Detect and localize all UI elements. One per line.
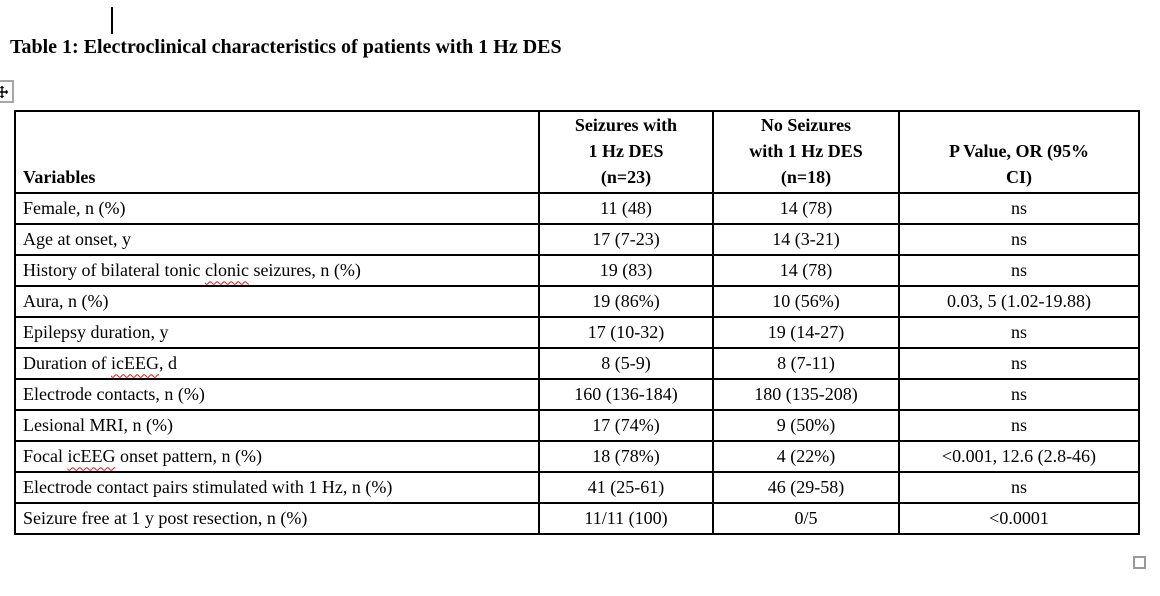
cell-seizures-value[interactable]: 11 (48) — [538, 192, 714, 226]
cell-no-seizures-value[interactable]: 46 (29-58) — [712, 471, 900, 505]
cell-variable[interactable]: Aura, n (%) — [14, 285, 540, 319]
cell-seizures-value[interactable]: 19 (83) — [538, 254, 714, 288]
cell-variable[interactable]: Electrode contact pairs stimulated with … — [14, 471, 540, 505]
header-p-value[interactable]: P Value, OR (95% CI) — [898, 109, 1140, 195]
cell-seizures-value[interactable]: 11/11 (100) — [538, 502, 714, 536]
table-row: Age at onset, y 17 (7-23) 14 (3-21) ns — [14, 223, 1140, 257]
cell-variable[interactable]: Focal icEEG onset pattern, n (%) — [14, 440, 540, 474]
cell-no-seizures-value[interactable]: 14 (78) — [712, 192, 900, 226]
misspelled-word[interactable]: icEEG — [67, 446, 116, 467]
table-row: Female, n (%) 11 (48) 14 (78) ns — [14, 192, 1140, 226]
cell-p-value[interactable]: ns — [898, 378, 1140, 412]
cell-variable[interactable]: Female, n (%) — [14, 192, 540, 226]
table-body: Female, n (%) 11 (48) 14 (78) ns Age at onse… — [14, 192, 1140, 536]
cell-seizures-value[interactable]: 8 (5-9) — [538, 347, 714, 381]
cell-p-value[interactable]: <0.0001 — [898, 502, 1140, 536]
cell-p-value[interactable]: ns — [898, 316, 1140, 350]
cell-p-value[interactable]: ns — [898, 409, 1140, 443]
table-row: Lesional MRI, n (%) 17 (74%) 9 (50%) ns — [14, 409, 1140, 443]
text-cursor — [111, 7, 113, 34]
cell-no-seizures-value[interactable]: 14 (78) — [712, 254, 900, 288]
table-row: Electrode contact pairs stimulated with … — [14, 471, 1140, 505]
cell-p-value[interactable]: ns — [898, 471, 1140, 505]
table-move-handle[interactable] — [0, 80, 14, 103]
cell-seizures-value[interactable]: 17 (74%) — [538, 409, 714, 443]
cell-no-seizures-value[interactable]: 10 (56%) — [712, 285, 900, 319]
cell-no-seizures-value[interactable]: 0/5 — [712, 502, 900, 536]
cell-seizures-value[interactable]: 17 (10-32) — [538, 316, 714, 350]
cell-variable[interactable]: Epilepsy duration, y — [14, 316, 540, 350]
misspelled-word[interactable]: clonic — [204, 260, 249, 281]
cell-variable[interactable]: Seizure free at 1 y post resection, n (%… — [14, 502, 540, 536]
cell-p-value[interactable]: <0.001, 12.6 (2.8-46) — [898, 440, 1140, 474]
table-resize-handle[interactable] — [1133, 556, 1146, 569]
cell-seizures-value[interactable]: 17 (7-23) — [538, 223, 714, 257]
cell-seizures-value[interactable]: 18 (78%) — [538, 440, 714, 474]
cell-no-seizures-value[interactable]: 4 (22%) — [712, 440, 900, 474]
table-row: Seizure free at 1 y post resection, n (%… — [14, 502, 1140, 536]
cell-seizures-value[interactable]: 41 (25-61) — [538, 471, 714, 505]
cell-no-seizures-value[interactable]: 8 (7-11) — [712, 347, 900, 381]
cell-variable[interactable]: History of bilateral tonic clonic seizur… — [14, 254, 540, 288]
cell-p-value[interactable]: ns — [898, 192, 1140, 226]
cell-p-value[interactable]: 0.03, 5 (1.02-19.88) — [898, 285, 1140, 319]
cell-variable[interactable]: Duration of icEEG, d — [14, 347, 540, 381]
table-row: Focal icEEG onset pattern, n (%) 18 (78%)… — [14, 440, 1140, 474]
cell-variable[interactable]: Age at onset, y — [14, 223, 540, 257]
cell-no-seizures-value[interactable]: 9 (50%) — [712, 409, 900, 443]
move-arrows-icon — [0, 85, 9, 99]
characteristics-table: Variables Seizures with 1 Hz DES (n=23) … — [14, 109, 1140, 536]
cell-seizures-value[interactable]: 19 (86%) — [538, 285, 714, 319]
cell-variable[interactable]: Lesional MRI, n (%) — [14, 409, 540, 443]
table-caption[interactable]: Table 1: Electroclinical characteristics… — [10, 36, 562, 58]
cell-variable[interactable]: Electrode contacts, n (%) — [14, 378, 540, 412]
misspelled-word[interactable]: icEEG — [110, 353, 159, 374]
table-row: Electrode contacts, n (%) 160 (136-184) 18… — [14, 378, 1140, 412]
table-row: Epilepsy duration, y 17 (10-32) 19 (14-27)… — [14, 316, 1140, 350]
cell-no-seizures-value[interactable]: 14 (3-21) — [712, 223, 900, 257]
cell-p-value[interactable]: ns — [898, 223, 1140, 257]
cell-no-seizures-value[interactable]: 180 (135-208) — [712, 378, 900, 412]
table-row: History of bilateral tonic clonic seizur… — [14, 254, 1140, 288]
cell-p-value[interactable]: ns — [898, 347, 1140, 381]
header-variables[interactable]: Variables — [14, 109, 540, 195]
header-no-seizures-with-des[interactable]: No Seizures with 1 Hz DES (n=18) — [712, 109, 900, 195]
cell-seizures-value[interactable]: 160 (136-184) — [538, 378, 714, 412]
header-seizures-with-des[interactable]: Seizures with 1 Hz DES (n=23) — [538, 109, 714, 195]
table-header-row: Variables Seizures with 1 Hz DES (n=23) … — [14, 109, 1140, 195]
cell-no-seizures-value[interactable]: 19 (14-27) — [712, 316, 900, 350]
table-row: Aura, n (%) 19 (86%) 10 (56%) 0.03, 5 (1.02… — [14, 285, 1140, 319]
cell-p-value[interactable]: ns — [898, 254, 1140, 288]
